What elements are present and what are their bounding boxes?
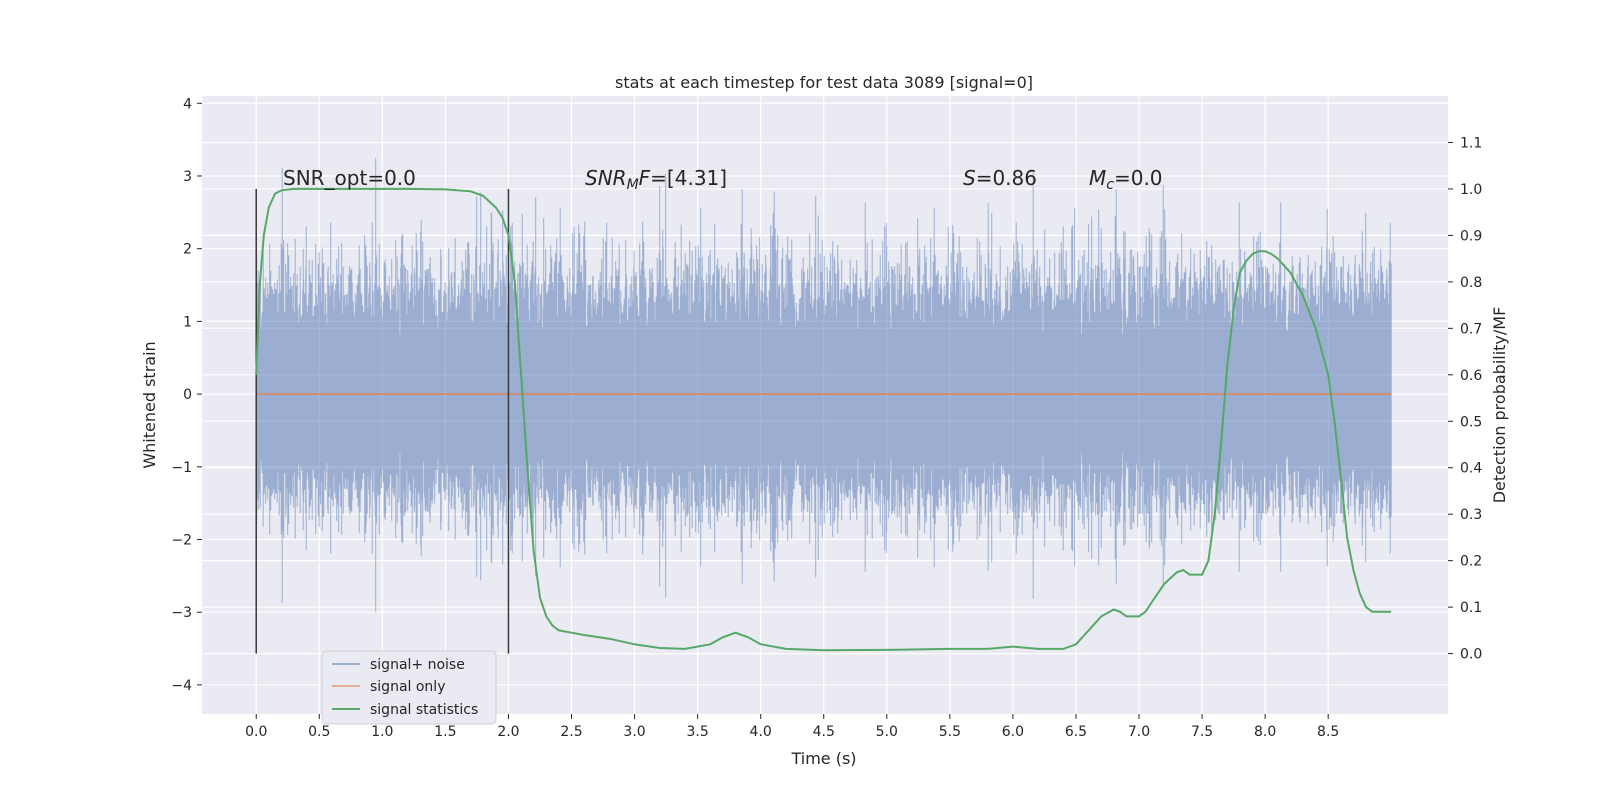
ticks: 0.0 0.5 1.0 1.5 2.0 2.5 3.0 3.5 4.0 4.5 5.0 5.5 6.0 6… bbox=[171, 96, 1482, 740]
x-tick-label: 5.0 bbox=[876, 724, 898, 740]
y-axis-label-left: Whitened strain bbox=[140, 341, 159, 468]
x-tick-label: 2.0 bbox=[497, 724, 519, 740]
y-tick-label-right: 0.6 bbox=[1460, 368, 1482, 384]
legend-label-signal: signal only bbox=[370, 679, 445, 695]
x-tick-label: 2.5 bbox=[560, 724, 582, 740]
x-tick-label: 7.0 bbox=[1128, 724, 1150, 740]
y-tick-label-right: 0.0 bbox=[1460, 647, 1482, 663]
legend-box bbox=[321, 650, 497, 725]
y-tick-label-left: 4 bbox=[183, 96, 192, 112]
y-tick-label-left: 1 bbox=[183, 314, 192, 330]
y-tick-label-right: 0.4 bbox=[1460, 461, 1482, 477]
y-tick-label-left: −1 bbox=[171, 460, 192, 476]
marker-lines bbox=[255, 188, 510, 654]
x-tick-label: 4.0 bbox=[750, 724, 772, 740]
y-tick-label-right: 0.5 bbox=[1460, 414, 1482, 430]
x-tick-label: 1.0 bbox=[371, 724, 393, 740]
s-symbol: S bbox=[963, 166, 976, 190]
x-tick-label: 0.0 bbox=[245, 724, 267, 740]
y-tick-label-left: −4 bbox=[171, 678, 192, 694]
y-tick-label-left: 2 bbox=[183, 242, 192, 258]
x-tick-label: 5.5 bbox=[939, 724, 961, 740]
chart-title: stats at each timestep for test data 308… bbox=[615, 73, 1033, 92]
x-tick-label: 3.0 bbox=[623, 724, 645, 740]
x-tick-label: 8.5 bbox=[1317, 724, 1339, 740]
x-tick-label: 6.0 bbox=[1002, 724, 1024, 740]
signal-statistics-line bbox=[255, 187, 1392, 652]
x-tick-label: 6.5 bbox=[1065, 724, 1087, 740]
snr-mf-annotation: SNRMF=[4.31] bbox=[585, 166, 727, 193]
y-tick-label-left: 0 bbox=[183, 387, 192, 403]
s-value: =0.86 bbox=[976, 166, 1037, 190]
snr-mf-suffix: F bbox=[639, 166, 651, 190]
s-annotation: S=0.86 bbox=[963, 166, 1037, 190]
snr-mf-subscript: M bbox=[627, 177, 639, 193]
mc-annotation: Mc=0.0 bbox=[1089, 166, 1163, 193]
mc-value: =0.0 bbox=[1114, 166, 1163, 190]
x-tick-label: 3.5 bbox=[686, 724, 708, 740]
y-tick-label-right: 1.0 bbox=[1460, 182, 1482, 198]
y-tick-label-right: 1.1 bbox=[1460, 135, 1482, 151]
mc-symbol: M bbox=[1089, 166, 1106, 190]
y-tick-label-right: 0.9 bbox=[1460, 228, 1482, 244]
snr-mf-value: =[4.31] bbox=[650, 166, 727, 190]
x-tick-label: 0.5 bbox=[308, 724, 330, 740]
x-axis-label: Time (s) bbox=[790, 749, 856, 768]
x-tick-label: 7.5 bbox=[1191, 724, 1213, 740]
y-tick-label-right: 0.2 bbox=[1460, 554, 1482, 570]
y-tick-label-right: 0.8 bbox=[1460, 275, 1482, 291]
legend-label-noise: signal+ noise bbox=[370, 657, 465, 673]
x-tick-label: 1.5 bbox=[434, 724, 456, 740]
legend-label-stats: signal statistics bbox=[370, 702, 478, 718]
y-tick-label-left: 3 bbox=[183, 169, 192, 185]
snr-opt-annotation: SNR_opt=0.0 bbox=[283, 166, 416, 190]
x-tick-label: 4.5 bbox=[813, 724, 835, 740]
snr-mf-symbol: SNR bbox=[585, 166, 627, 190]
y-tick-label-left: −2 bbox=[171, 533, 192, 549]
y-tick-label-left: −3 bbox=[171, 605, 192, 621]
y-tick-label-right: 0.1 bbox=[1460, 600, 1482, 616]
legend: signal+ noise signal only signal statist… bbox=[321, 650, 497, 725]
y-tick-label-right: 0.7 bbox=[1460, 321, 1482, 337]
y-axis-label-right: Detection probability/MF bbox=[1490, 307, 1509, 504]
y-tick-label-right: 0.3 bbox=[1460, 507, 1482, 523]
x-tick-label: 8.0 bbox=[1254, 724, 1276, 740]
mc-subscript: c bbox=[1106, 177, 1114, 193]
